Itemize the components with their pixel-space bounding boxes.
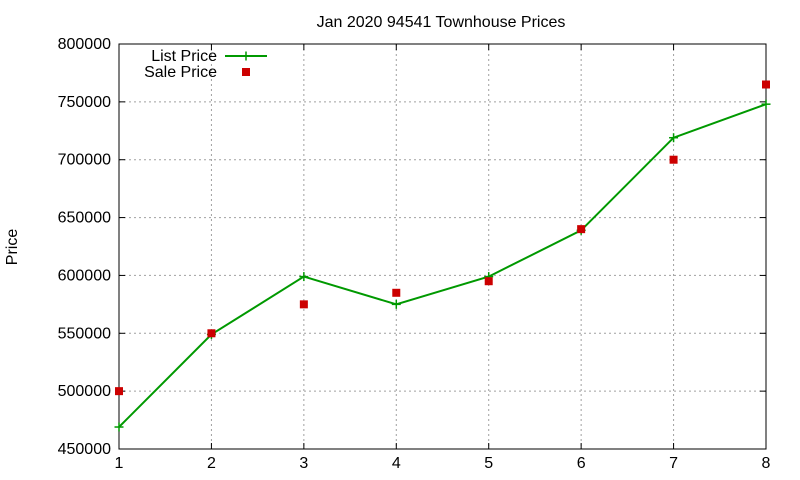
- legend: List Price Sale Price: [144, 48, 267, 81]
- y-tick-label: 600000: [58, 267, 111, 284]
- grid: [119, 44, 766, 449]
- data-point: [669, 155, 678, 164]
- data-point: [299, 300, 308, 309]
- series-line: [118, 103, 767, 428]
- legend-label-list-price: List Price: [151, 48, 217, 65]
- y-axis-label: Price: [4, 229, 21, 266]
- y-tick-label: 650000: [58, 210, 111, 227]
- y-tick-label: 700000: [58, 152, 111, 169]
- chart-title: Jan 2020 94541 Townhouse Prices: [317, 14, 566, 31]
- y-tick-labels: 450000 500000 550000 600000 650000 700000 7500…: [58, 36, 111, 458]
- legend-sample-sale-price: [242, 68, 250, 76]
- x-tick-label: 5: [484, 455, 493, 472]
- legend-label-sale-price: Sale Price: [144, 64, 217, 81]
- series: [114, 80, 771, 432]
- y-tick-label: 500000: [58, 383, 111, 400]
- legend-marker: [242, 68, 250, 76]
- plot-frame: [118, 43, 767, 450]
- y-tick-label: 750000: [58, 94, 111, 111]
- data-point: [392, 288, 401, 297]
- x-tick-label: 4: [392, 455, 401, 472]
- y-tick-label: 450000: [58, 441, 111, 458]
- x-tick-labels: 1 2 3 4 5 6 7 8: [115, 455, 771, 472]
- data-point: [299, 272, 309, 282]
- data-point: [761, 99, 771, 109]
- legend-marker: [241, 51, 251, 61]
- data-point: [484, 277, 493, 286]
- series-sale-price: [115, 80, 770, 396]
- data-point: [115, 387, 123, 396]
- x-tick-label: 2: [207, 455, 216, 472]
- data-point: [762, 80, 770, 89]
- series-list-price: [114, 99, 771, 432]
- x-tick-label: 7: [669, 455, 678, 472]
- tick-marks: [118, 43, 767, 450]
- y-tick-label: 800000: [58, 36, 111, 53]
- data-point: [577, 225, 586, 234]
- y-tick-label: 550000: [58, 325, 111, 342]
- x-tick-label: 6: [577, 455, 586, 472]
- data-point: [391, 299, 401, 309]
- legend-sample-list-price: [225, 51, 267, 61]
- x-tick-label: 1: [115, 455, 124, 472]
- data-point: [114, 422, 124, 432]
- data-point: [669, 133, 679, 143]
- data-point: [207, 329, 216, 338]
- x-tick-label: 3: [299, 455, 308, 472]
- x-tick-label: 8: [762, 455, 771, 472]
